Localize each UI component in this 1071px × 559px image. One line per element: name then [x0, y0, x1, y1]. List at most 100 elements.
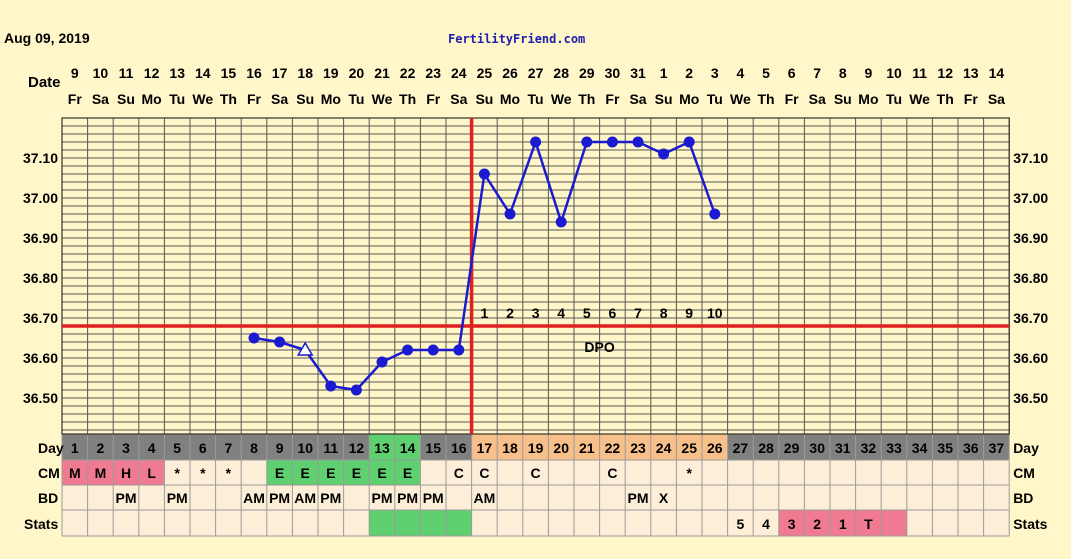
cm-entry: E: [403, 465, 412, 481]
temperature-point: [709, 208, 721, 220]
plot-area: [62, 118, 1010, 434]
stats-entry-cell: [369, 510, 395, 536]
date-label: 12: [144, 65, 160, 81]
day-cell: [369, 434, 395, 460]
temperature-point: [683, 136, 695, 148]
dpo-number: 8: [660, 305, 668, 321]
cycle-day-label: 5: [173, 440, 181, 456]
cycle-day-label: 19: [528, 440, 544, 456]
day-cell: [548, 434, 574, 460]
weekday-label: Su: [834, 91, 852, 107]
y-tick-right: 36.70: [1013, 310, 1048, 326]
cycle-day-label: 33: [886, 440, 902, 456]
weekday-label: Sa: [92, 91, 109, 107]
cycle-day-label: 2: [97, 440, 105, 456]
cycle-day-label: 3: [122, 440, 130, 456]
date-label: 5: [762, 65, 770, 81]
day-cell: [420, 434, 446, 460]
cm-entry-cell: [292, 460, 318, 485]
weekday-label: Mo: [858, 91, 878, 107]
date-label: 14: [989, 65, 1005, 81]
weekday-label: Th: [399, 91, 416, 107]
cycle-day-label: 36: [963, 440, 979, 456]
stats-entry-cell: [394, 510, 421, 536]
day-cell: [881, 434, 907, 460]
weekday-label: Th: [937, 91, 954, 107]
cm-entry: H: [121, 465, 131, 481]
day-cell: [138, 434, 165, 460]
weekday-label: Mo: [141, 91, 161, 107]
date-label: 21: [374, 65, 390, 81]
cm-entry: E: [275, 465, 284, 481]
dpo-number: 4: [557, 305, 565, 321]
row-label-day-right: Day: [1013, 440, 1039, 456]
cycle-day-label: 7: [225, 440, 233, 456]
date-label: 30: [605, 65, 621, 81]
day-cell: [753, 434, 779, 460]
cm-entry: E: [326, 465, 335, 481]
date-label: 31: [630, 65, 646, 81]
cm-entry: *: [200, 465, 206, 481]
cm-entry: C: [531, 465, 541, 481]
cycle-day-label: 28: [758, 440, 774, 456]
cm-entry-cell: [369, 460, 395, 485]
cycle-day-label: 35: [937, 440, 953, 456]
cycle-day-label: 8: [250, 440, 258, 456]
weekday-label: Su: [117, 91, 135, 107]
cm-entry: E: [377, 465, 386, 481]
temperature-point: [632, 136, 644, 148]
cycle-day-label: 31: [835, 440, 851, 456]
cycle-day-label: 4: [148, 440, 156, 456]
cm-entry-cell: [318, 460, 344, 485]
day-cell: [318, 434, 344, 460]
bd-entry: PM: [116, 490, 137, 506]
date-label: 28: [553, 65, 569, 81]
cm-entry: E: [352, 465, 361, 481]
date-label: 12: [937, 65, 953, 81]
bd-entry: PM: [167, 490, 188, 506]
y-tick-right: 36.90: [1013, 230, 1048, 246]
y-tick-left: 36.60: [23, 350, 58, 366]
cm-entry: E: [301, 465, 310, 481]
y-tick-left: 37.10: [23, 150, 58, 166]
cycle-day-label: 37: [989, 440, 1005, 456]
cm-entry-cell: [113, 460, 139, 485]
y-tick-right: 36.50: [1013, 390, 1048, 406]
date-label: 9: [865, 65, 873, 81]
date-label: 22: [400, 65, 416, 81]
temperature-point: [248, 332, 260, 344]
row-label-date: Date: [28, 74, 61, 91]
cycle-day-label: 21: [579, 440, 595, 456]
day-cell: [62, 434, 88, 460]
date-label: 18: [297, 65, 313, 81]
date-label: 8: [839, 65, 847, 81]
row-label-stats-left: Stats: [24, 516, 58, 532]
bd-entry: PM: [269, 490, 290, 506]
weekday-label: Th: [757, 91, 774, 107]
day-cell: [113, 434, 139, 460]
cm-entry: C: [454, 465, 464, 481]
cycle-day-label: 12: [349, 440, 365, 456]
row-label-bd-right: BD: [1013, 490, 1033, 506]
day-cell: [958, 434, 984, 460]
weekday-label: Sa: [988, 91, 1005, 107]
weekday-label: We: [551, 91, 572, 107]
temperature-point: [555, 216, 567, 228]
day-cell: [702, 434, 728, 460]
weekday-label: Sa: [271, 91, 288, 107]
cycle-day-label: 14: [400, 440, 416, 456]
stats-entry: 2: [813, 516, 821, 532]
cycle-day-label: 22: [605, 440, 621, 456]
day-cell: [522, 434, 549, 460]
day-cell: [446, 434, 472, 460]
weekday-label: Mo: [321, 91, 341, 107]
weekday-label: Fr: [247, 91, 262, 107]
day-cell: [215, 434, 242, 460]
day-cell: [343, 434, 370, 460]
cycle-day-label: 16: [451, 440, 467, 456]
day-cell: [164, 434, 190, 460]
stats-entry-cell: [804, 510, 830, 536]
dpo-number: 6: [609, 305, 617, 321]
date-label: 14: [195, 65, 211, 81]
